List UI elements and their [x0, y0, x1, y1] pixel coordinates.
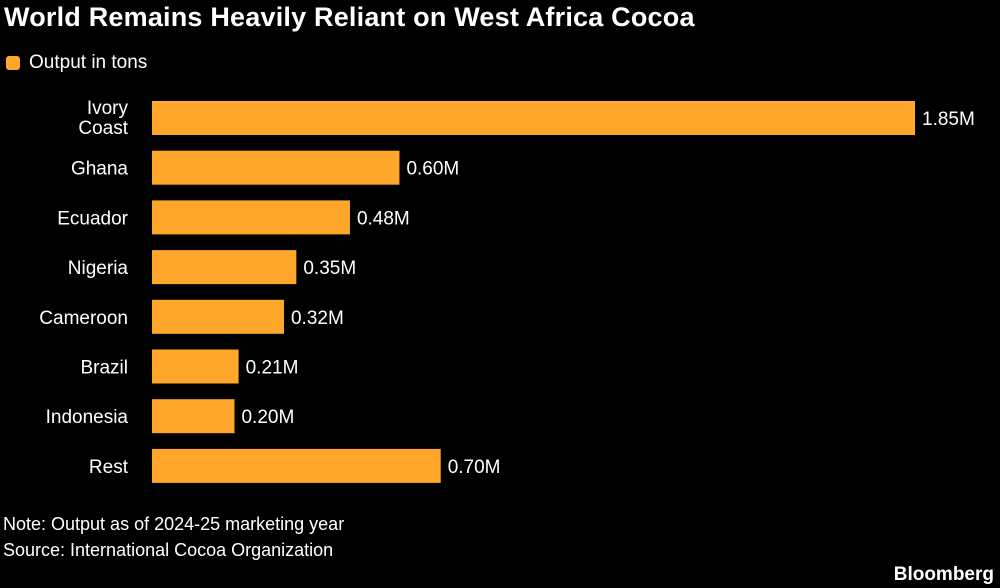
value-label: 0.35M	[303, 258, 356, 279]
value-label: 0.60M	[406, 159, 459, 180]
category-label: Rest	[89, 457, 129, 478]
value-label: 0.48M	[357, 208, 410, 229]
chart-title: World Remains Heavily Reliant on West Af…	[4, 2, 695, 32]
bar-ecuador	[152, 200, 350, 235]
value-label: 0.32M	[291, 308, 344, 329]
bar-chart: Ivory Coast 1.85M Ghana 0.60M Ecuador 0.48M Nig…	[39, 98, 975, 483]
value-label: 0.21M	[246, 358, 299, 379]
category-label: Nigeria	[68, 258, 129, 279]
value-label: 0.20M	[241, 407, 294, 428]
note-text: Note: Output as of 2024-25 marketing yea…	[3, 514, 345, 534]
bar-ghana	[152, 150, 400, 185]
bar-ivory-coast	[152, 101, 915, 135]
bar-nigeria	[152, 250, 297, 285]
bloomberg-logo: Bloomberg	[893, 564, 994, 585]
category-label: Ivory Coast	[78, 98, 128, 139]
source-text: Source: International Cocoa Organization	[3, 540, 334, 560]
value-label: 0.70M	[448, 457, 501, 478]
bar-indonesia	[152, 399, 235, 434]
category-label: Indonesia	[46, 407, 129, 428]
value-label: 1.85M	[922, 109, 975, 130]
category-label: Cameroon	[39, 308, 128, 329]
legend-swatch	[6, 56, 20, 70]
legend-label: Output in tons	[29, 52, 148, 73]
category-label: Ecuador	[57, 208, 128, 229]
bar-rest	[152, 448, 441, 483]
legend: Output in tons	[6, 52, 147, 74]
bar-brazil	[152, 349, 239, 384]
footnote: Note: Output as of 2024-25 marketing yea…	[3, 511, 344, 563]
bar-cameroon	[152, 299, 284, 334]
category-label: Ghana	[71, 159, 128, 180]
category-label: Brazil	[80, 358, 128, 379]
